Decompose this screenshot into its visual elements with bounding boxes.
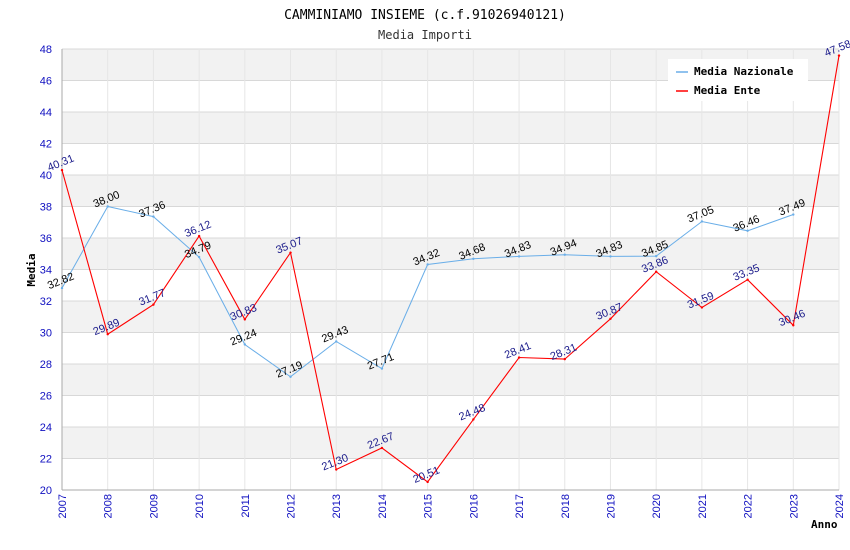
x-tick-label: 2016 [468,494,480,518]
x-tick-label: 2009 [148,494,160,518]
data-label: 28.31 [549,342,579,363]
x-tick-label: 2011 [240,494,252,518]
series-lines [60,54,841,484]
x-tick-label: 2021 [697,494,709,518]
data-point [517,356,521,359]
data-point [106,205,109,208]
y-tick-label: 44 [40,107,52,119]
legend-box [668,59,808,101]
x-tick-label: 2007 [57,494,69,518]
data-point [426,263,429,266]
x-tick-label: 2010 [194,494,206,518]
y-tick-label: 36 [40,233,52,245]
data-point [563,357,566,361]
grid-band [62,427,839,459]
data-point [152,303,155,306]
y-axis-label: Media [25,253,38,286]
series-line-ente [61,55,840,483]
data-point [746,278,749,281]
data-point [792,213,795,216]
x-tick-label: 2022 [743,494,755,518]
data-point [746,229,749,232]
grid-band [62,238,839,270]
chart-title: CAMMINIAMO INSIEME (c.f.91026940121) [284,8,566,23]
grid-band [62,175,839,207]
x-tick-label: 2008 [103,494,115,518]
y-tick-labels: 20 22 24 26 28 30 32 34 36 38 40 42 44 46 48 [40,44,52,497]
x-tick-label: 2017 [514,494,526,518]
data-point [106,333,109,336]
data-point [609,255,612,258]
chart-subtitle: Media Importi [378,28,472,42]
x-tick-label: 2020 [651,494,663,518]
data-point [472,418,475,421]
legend: Media Nazionale Media Ente [668,59,808,101]
y-tick-label: 22 [40,454,52,466]
data-point [152,215,155,218]
data-point [289,375,292,378]
x-axis-label: Anno [811,518,838,531]
data-point [792,324,795,327]
legend-label-nazionale: Media Nazionale [694,65,794,78]
y-tick-label: 42 [40,139,52,151]
data-point [837,54,841,57]
y-tick-label: 46 [40,76,52,88]
data-label: 40.31 [46,153,76,174]
data-point [380,367,384,370]
data-point [563,253,566,256]
data-point [380,446,384,450]
y-tick-label: 40 [40,170,52,182]
y-tick-label: 30 [40,328,52,340]
data-point [609,317,612,320]
y-tick-label: 28 [40,359,52,371]
y-tick-label: 34 [40,265,52,277]
x-tick-label: 2023 [788,494,800,518]
y-tick-label: 48 [40,44,52,56]
x-tick-label: 2014 [377,494,389,518]
x-tick-labels: 2007 2008 2009 2010 2011 2012 2013 2014 2015 2016… [57,494,846,518]
y-tick-label: 38 [40,202,52,214]
data-point [654,254,658,258]
data-point [700,306,704,309]
data-point [700,220,704,223]
x-tick-label: 2013 [331,494,343,518]
axes [61,49,839,491]
data-point [243,318,247,321]
y-tick-label: 26 [40,391,52,403]
data-point [197,234,201,238]
data-point [60,286,64,290]
data-point [335,468,338,471]
x-tick-label: 2012 [286,494,298,518]
data-label: 36.46 [731,213,761,234]
x-tick-label: 2024 [834,494,846,518]
x-tick-label: 2015 [423,494,435,518]
grid-bands [62,49,839,459]
data-point [243,343,247,346]
data-point [654,270,658,273]
data-point [426,480,429,484]
grid-band [62,364,839,396]
x-tick-label: 2019 [605,494,617,518]
x-tick-label: 2018 [560,494,572,518]
y-tick-label: 32 [40,296,52,308]
grid-band [62,301,839,333]
grid-lines [61,48,840,491]
grid-band [62,112,839,144]
data-point [197,255,201,259]
data-point [472,257,475,260]
y-tick-label: 24 [40,422,52,434]
y-tick-label: 20 [40,485,52,497]
data-label: 20.51 [412,464,442,485]
data-point [517,255,521,258]
data-point [60,168,64,172]
data-point [335,340,338,343]
data-point [289,251,292,254]
legend-label-ente: Media Ente [694,84,761,97]
